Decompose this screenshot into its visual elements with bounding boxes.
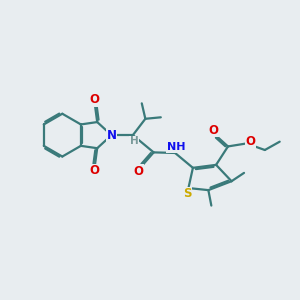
Text: NH: NH — [167, 142, 185, 152]
Text: O: O — [246, 136, 256, 148]
Text: N: N — [106, 129, 116, 142]
Text: O: O — [134, 165, 144, 178]
Text: H: H — [130, 136, 138, 146]
Text: S: S — [183, 187, 192, 200]
Text: O: O — [208, 124, 218, 137]
Text: O: O — [90, 164, 100, 177]
Text: O: O — [90, 93, 100, 106]
